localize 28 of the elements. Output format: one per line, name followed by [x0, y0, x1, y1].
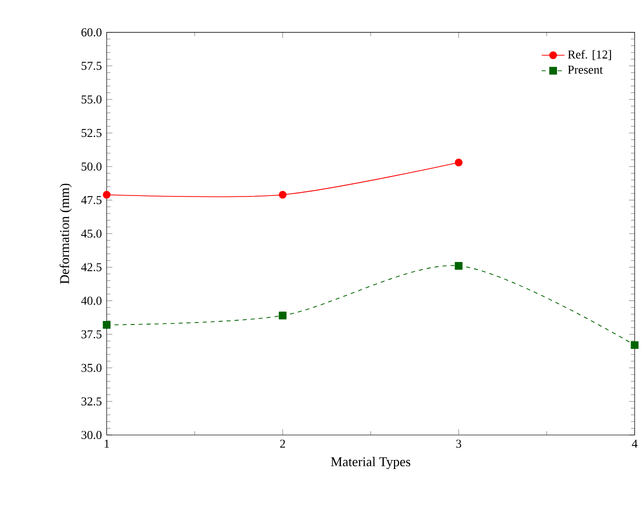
x-axis-title: Material Types	[330, 456, 410, 470]
point	[102, 190, 111, 199]
y-tick-label: 47.5	[81, 196, 102, 204]
y-tick-label: 55.0	[82, 95, 102, 104]
y-tick-label: 57.5	[82, 62, 102, 70]
legend-label: Ref. [12]	[568, 50, 612, 60]
point	[630, 341, 639, 349]
x-tick-label: 1	[104, 440, 109, 448]
x-tick-label: 3	[456, 440, 462, 448]
y-tick-label: 40.0	[81, 296, 102, 305]
x-tick-label: 2	[280, 440, 285, 448]
point	[278, 190, 287, 199]
point	[102, 321, 111, 329]
y-tick-label: 30.0	[82, 430, 102, 440]
x-tick-label: 4	[632, 440, 638, 448]
point	[454, 262, 463, 270]
y-tick-label: 37.5	[82, 330, 102, 338]
y-tick-label: 60.0	[81, 28, 102, 36]
point	[278, 312, 287, 320]
legend-label: Present	[568, 66, 603, 74]
point	[454, 158, 463, 166]
y-tick-label: 50.0	[82, 162, 102, 171]
y-tick-label: 35.0	[82, 364, 102, 372]
y-tick-label: 32.5	[82, 397, 102, 406]
y-axis-title: Deformation (mm)	[60, 184, 72, 284]
y-tick-label: 42.5	[81, 263, 102, 272]
y-tick-label: 45.0	[81, 230, 102, 238]
y-tick-label: 52.5	[82, 128, 102, 138]
